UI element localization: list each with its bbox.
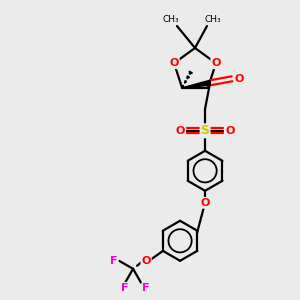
- Text: F: F: [121, 283, 129, 293]
- Text: O: O: [169, 58, 179, 68]
- Polygon shape: [184, 81, 187, 83]
- Text: O: O: [234, 74, 244, 84]
- Text: O: O: [211, 58, 220, 68]
- Text: S: S: [201, 124, 210, 137]
- Polygon shape: [187, 76, 190, 79]
- Text: CH₃: CH₃: [163, 15, 179, 24]
- Text: O: O: [141, 256, 151, 266]
- Text: CH₃: CH₃: [205, 15, 221, 24]
- Text: F: F: [110, 256, 118, 266]
- Text: O: O: [200, 198, 210, 208]
- Text: F: F: [142, 283, 150, 293]
- Text: O: O: [225, 126, 235, 136]
- Polygon shape: [189, 71, 192, 74]
- Text: O: O: [176, 126, 185, 136]
- Polygon shape: [182, 85, 184, 88]
- Polygon shape: [182, 80, 211, 88]
